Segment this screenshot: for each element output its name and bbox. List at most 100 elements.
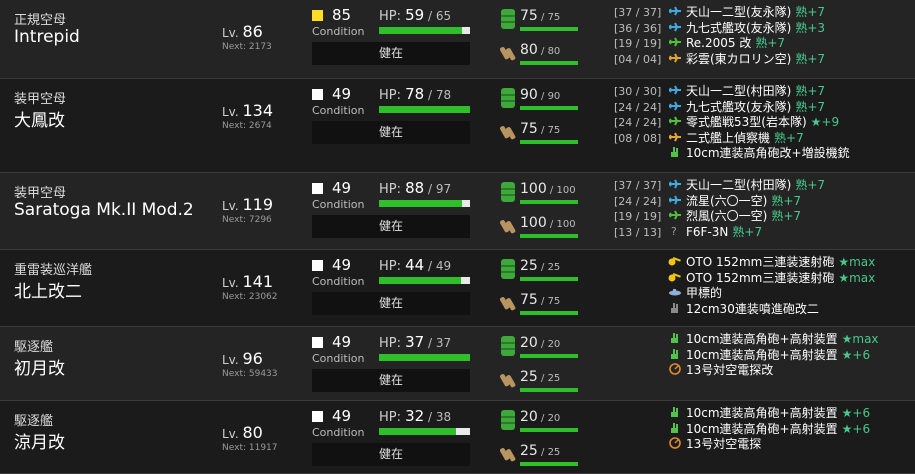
ship-row[interactable]: 駆逐艦 涼月改 Lv. 80 Next: 11917 49 Condition 健在 HP: … bbox=[0, 401, 915, 474]
equipment-item[interactable]: [04 / 04] 彩雲(東カロリン空) 熟+7 bbox=[614, 52, 914, 68]
hp-current: 59 bbox=[405, 6, 425, 24]
ammo-separator: / bbox=[537, 46, 548, 57]
equipment-list: 10cm連装高角砲+高射装置 ★max 10cm連装高角砲+高射装置 ★+6 13号対空… bbox=[614, 332, 914, 379]
equipment-item[interactable]: 13号対空電探 bbox=[614, 437, 914, 453]
ship-level: Lv. 80 bbox=[222, 423, 263, 442]
hp-bar bbox=[379, 354, 470, 361]
hp-readout: HP: 78 / 78 bbox=[379, 85, 451, 103]
ammo-readout: 25 / 25 bbox=[520, 369, 560, 385]
ship-name: 初月改 bbox=[14, 359, 65, 379]
ammo-max: 80 bbox=[547, 46, 561, 57]
fuel-current: 20 bbox=[520, 409, 538, 425]
torpedo-bomber-icon bbox=[668, 21, 682, 32]
equipment-item[interactable]: [13 / 13]? F6F-3N 熟+7 bbox=[614, 225, 914, 241]
hp-current: 44 bbox=[405, 256, 425, 274]
condition-label: Condition bbox=[312, 426, 365, 439]
ship-level: Lv. 134 bbox=[222, 101, 273, 120]
equipment-proficiency: ★+6 bbox=[841, 421, 871, 436]
next-exp: Next: 2674 bbox=[222, 121, 272, 131]
ship-level: Lv. 119 bbox=[222, 195, 273, 214]
condition-value: 85 bbox=[332, 6, 352, 24]
equipment-item[interactable]: [37 / 37] 天山一二型(友永隊) 熟+7 bbox=[614, 5, 914, 21]
condition-value: 49 bbox=[332, 407, 352, 425]
slot-count: [36 / 36] bbox=[614, 21, 662, 35]
equipment-item[interactable]: [24 / 24] 九七式艦攻(友永隊) 熟+7 bbox=[614, 100, 914, 116]
hp-current: 37 bbox=[405, 333, 425, 351]
condition-label: Condition bbox=[312, 352, 365, 365]
fuel-bar bbox=[520, 200, 578, 204]
ammo-bar bbox=[520, 462, 578, 466]
level-label: Lv. bbox=[222, 353, 239, 367]
equipment-name: 10cm連装高角砲+高射装置 bbox=[686, 406, 838, 420]
ammo-readout: 75 / 75 bbox=[520, 121, 560, 137]
hp-current: 88 bbox=[405, 179, 425, 197]
equipment-list: 10cm連装高角砲+高射装置 ★+6 10cm連装高角砲+高射装置 ★+6 13号対空電… bbox=[614, 406, 914, 453]
torpedo-bomber-icon bbox=[668, 194, 682, 205]
equipment-item[interactable]: 甲標的 bbox=[614, 286, 914, 302]
fuel-separator: / bbox=[537, 413, 548, 424]
equipment-item[interactable]: 10cm連装高角砲+高射装置 ★max bbox=[614, 332, 914, 348]
equipment-item[interactable]: [36 / 36] 九七式艦攻(友永隊) 熟+3 bbox=[614, 21, 914, 37]
ammo-current: 75 bbox=[520, 292, 538, 308]
hp-bar bbox=[379, 200, 470, 207]
equipment-item[interactable]: 12cm30連装噴進砲改二 bbox=[614, 302, 914, 318]
ammo-separator: / bbox=[537, 373, 548, 384]
ship-row[interactable]: 駆逐艦 初月改 Lv. 96 Next: 59433 49 Condition 健在 HP: … bbox=[0, 327, 915, 401]
status-badge: 健在 bbox=[312, 443, 470, 466]
hp-separator: / bbox=[424, 410, 436, 424]
torpedo-bomber-icon bbox=[668, 5, 682, 16]
ship-row[interactable]: 重雷装巡洋艦 北上改二 Lv. 141 Next: 23062 49 Condition 健… bbox=[0, 250, 915, 327]
equipment-item[interactable]: 10cm連装高角砲+高射装置 ★+6 bbox=[614, 406, 914, 422]
ammo-readout: 75 / 75 bbox=[520, 292, 560, 308]
equipment-item[interactable]: [24 / 24] 零式艦戦53型(岩本隊) ★+9 bbox=[614, 115, 914, 131]
ammo-separator: / bbox=[546, 219, 557, 230]
level-value: 134 bbox=[242, 101, 274, 120]
condition-indicator-icon bbox=[312, 10, 323, 21]
ammo-current: 25 bbox=[520, 369, 538, 385]
status-badge: 健在 bbox=[312, 369, 470, 392]
equipment-item[interactable]: OTO 152mm三連装速射砲 ★max bbox=[614, 271, 914, 287]
ammo-max: 25 bbox=[547, 373, 561, 384]
fuel-separator: / bbox=[537, 262, 548, 273]
ship-name: Intrepid bbox=[14, 27, 80, 47]
equipment-proficiency: ★max bbox=[841, 332, 879, 346]
equipment-name: 13号対空電探 bbox=[686, 437, 762, 451]
ammo-icon bbox=[500, 217, 516, 235]
ship-type: 重雷装巡洋艦 bbox=[14, 263, 93, 278]
next-label: Next: bbox=[222, 215, 246, 225]
ammo-bar bbox=[520, 311, 578, 315]
fuel-bar bbox=[520, 106, 578, 110]
equipment-item[interactable]: OTO 152mm三連装速射砲 ★max bbox=[614, 255, 914, 271]
next-exp: Next: 2173 bbox=[222, 42, 272, 52]
fuel-icon bbox=[500, 8, 516, 30]
ship-row[interactable]: 正規空母 Intrepid Lv. 86 Next: 2173 85 Condition 健… bbox=[0, 0, 915, 79]
equipment-item[interactable]: 13号対空電探改 bbox=[614, 363, 914, 379]
hp-current: 32 bbox=[405, 407, 425, 425]
ammo-icon bbox=[500, 294, 516, 312]
ship-row[interactable]: 装甲空母 大鳳改 Lv. 134 Next: 2674 49 Condition 健在 HP:… bbox=[0, 79, 915, 173]
equipment-item[interactable]: [19 / 19] 烈風(六〇一空) 熟+7 bbox=[614, 209, 914, 225]
equipment-item[interactable]: 10cm連装高角砲改+増設機銃 bbox=[614, 146, 914, 162]
equipment-item[interactable]: [37 / 37] 天山一二型(村田隊) 熟+7 bbox=[614, 178, 914, 194]
equipment-item[interactable]: [19 / 19] Re.2005 改熟+7 bbox=[614, 36, 914, 52]
ship-type: 正規空母 bbox=[14, 13, 67, 28]
hp-max: 37 bbox=[435, 336, 452, 350]
fuel-readout: 75 / 75 bbox=[520, 8, 560, 24]
medium-gun-icon bbox=[668, 271, 682, 282]
hp-bar-fill bbox=[379, 354, 470, 361]
equipment-item[interactable]: [30 / 30] 天山一二型(村田隊) 熟+7 bbox=[614, 84, 914, 100]
status-badge: 健在 bbox=[312, 121, 470, 144]
equipment-item[interactable]: 10cm連装高角砲+高射装置 ★+6 bbox=[614, 348, 914, 364]
equipment-name: 甲標的 bbox=[686, 286, 723, 300]
fuel-separator: / bbox=[546, 185, 557, 196]
equipment-proficiency: 熟+7 bbox=[795, 51, 826, 66]
ship-row[interactable]: 装甲空母 Saratoga Mk.II Mod.2 Lv. 119 Next: 729… bbox=[0, 173, 915, 250]
ship-name: 涼月改 bbox=[14, 433, 65, 453]
equipment-item[interactable]: [24 / 24] 流星(六〇一空) 熟+7 bbox=[614, 194, 914, 210]
ammo-current: 25 bbox=[520, 443, 538, 459]
equipment-item[interactable]: 10cm連装高角砲+高射装置 ★+6 bbox=[614, 422, 914, 438]
equipment-item[interactable]: [08 / 08] 二式艦上偵察機 熟+7 bbox=[614, 131, 914, 147]
fuel-readout: 90 / 90 bbox=[520, 87, 560, 103]
ammo-icon bbox=[500, 371, 516, 389]
